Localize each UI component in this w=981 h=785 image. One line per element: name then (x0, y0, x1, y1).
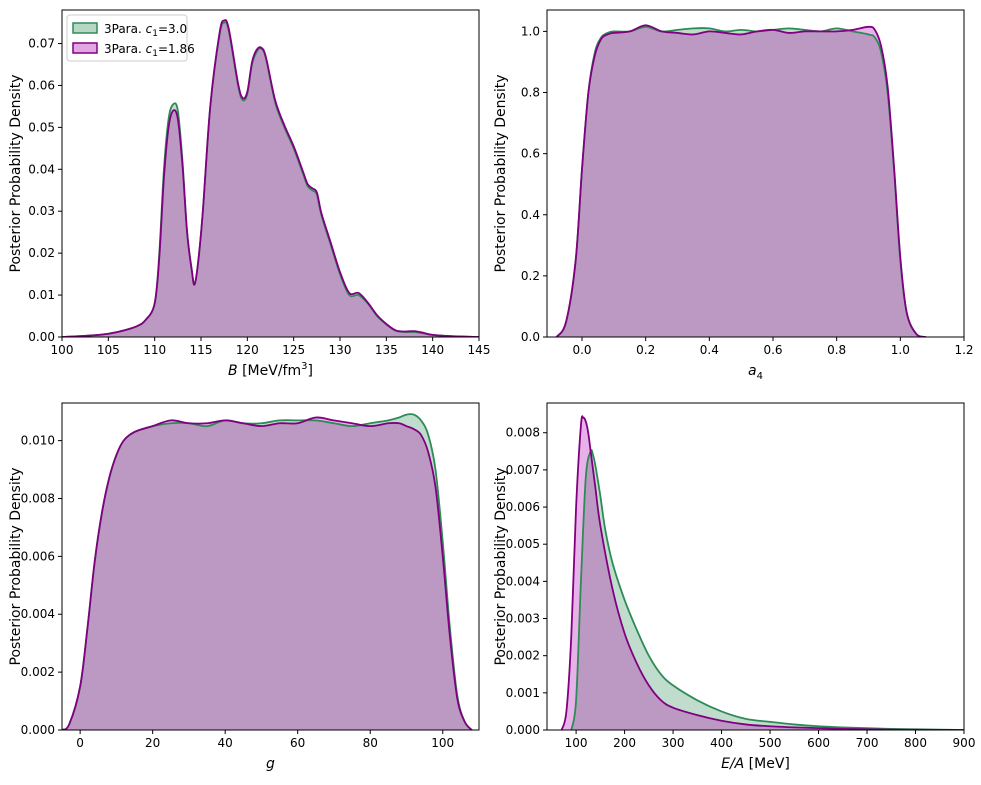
x-tick-label: 115 (190, 343, 213, 357)
x-tick-label: 130 (329, 343, 352, 357)
y-axis-label: Posterior Probability Density (493, 467, 509, 665)
density-area-green (62, 22, 479, 337)
y-tick-label: 0.01 (28, 288, 55, 302)
legend-label-green: 3Para. c1=3.0 (104, 22, 187, 39)
y-tick-label: 0.03 (28, 204, 55, 218)
x-tick-label: 135 (375, 343, 398, 357)
x-tick-label: 40 (218, 736, 233, 750)
y-tick-label: 0.07 (28, 37, 55, 51)
density-line-purple (555, 24, 927, 337)
y-tick-label: 0.4 (521, 208, 540, 222)
y-tick-label: 0.04 (28, 162, 55, 176)
y-tick-label: 1.0 (521, 24, 540, 38)
x-tick-label: 0.4 (700, 343, 719, 357)
y-tick-label: 0.000 (506, 723, 540, 737)
y-tick-label: 0.008 (506, 426, 540, 440)
y-tick-label: 0.004 (21, 607, 55, 621)
density-area-purple (62, 417, 472, 730)
y-tick-label: 0.002 (21, 665, 55, 679)
y-tick-label: 0.05 (28, 120, 55, 134)
y-tick-label: 0.001 (506, 686, 540, 700)
x-axis-label: B [MeV/fm3] (228, 361, 313, 379)
axes-frame (61, 9, 480, 338)
y-tick-label: 0.006 (506, 500, 540, 514)
density-area-purple (62, 20, 479, 337)
density-line-purple (62, 19, 479, 337)
y-tick-label: 0.004 (506, 574, 540, 588)
density-line-purple (560, 415, 964, 730)
x-tick-label: 0 (76, 736, 84, 750)
axes-frame (546, 402, 965, 731)
x-tick-label: 80 (363, 736, 378, 750)
density-area-purple (561, 416, 964, 730)
y-tick-label: 0.02 (28, 246, 55, 260)
x-tick-label: 1.2 (954, 343, 973, 357)
x-axis-label: E/A [MeV] (721, 756, 790, 772)
x-tick-label: 0.0 (572, 343, 591, 357)
x-axis-label: a4 (748, 363, 763, 382)
y-tick-label: 0.000 (21, 723, 55, 737)
y-tick-label: 0.2 (521, 269, 540, 283)
axes-frame (61, 402, 480, 731)
x-tick-label: 0.6 (763, 343, 782, 357)
y-tick-label: 0.008 (21, 491, 55, 505)
y-tick-label: 0.00 (28, 330, 55, 344)
y-tick-label: 0.8 (521, 86, 540, 100)
density-area-green (62, 414, 472, 730)
y-tick-label: 0.005 (506, 537, 540, 551)
y-tick-label: 0.003 (506, 612, 540, 626)
x-tick-label: 105 (97, 343, 120, 357)
x-tick-label: 300 (662, 736, 685, 750)
x-tick-label: 145 (468, 343, 491, 357)
legend-label-purple: 3Para. c1=1.86 (104, 42, 195, 59)
y-tick-label: 0.06 (28, 78, 55, 92)
x-tick-label: 200 (613, 736, 636, 750)
x-tick-label: 700 (856, 736, 879, 750)
density-line-purple (62, 416, 473, 730)
subplot-2: 0.0 0.2 0.4 0.6 0.8 1.0 1.2 0.0 0.2 0.4 0.6 0.8 1.0 P… (493, 9, 974, 382)
subplot-3: 0 20 40 60 80 100 0.000 0.002 0.004 0.006 0.008 0.0… (8, 402, 480, 772)
x-tick-label: 400 (710, 736, 733, 750)
x-tick-label: 100 (51, 343, 74, 357)
x-tick-label: 100 (565, 736, 588, 750)
y-tick-label: 0.6 (521, 147, 540, 161)
density-area-green (571, 449, 964, 730)
axes-frame (546, 9, 965, 338)
y-axis-label: Posterior Probability Density (493, 74, 509, 272)
x-tick-label: 900 (953, 736, 976, 750)
x-tick-label: 60 (290, 736, 305, 750)
y-tick-label: 0.007 (506, 463, 540, 477)
legend-swatch-purple (72, 42, 98, 54)
x-tick-label: 600 (807, 736, 830, 750)
density-area-purple (556, 25, 926, 337)
y-tick-label: 0.006 (21, 549, 55, 563)
x-tick-label: 120 (236, 343, 259, 357)
legend-swatch-green (72, 22, 98, 34)
x-tick-label: 0.2 (636, 343, 655, 357)
y-axis-label: Posterior Probability Density (8, 467, 24, 665)
y-axis-label: Posterior Probability Density (8, 74, 24, 272)
x-tick-label: 140 (421, 343, 444, 357)
x-axis-label: g (266, 756, 275, 772)
legend: 3Para. c1=3.0 3Para. c1=1.86 (66, 14, 195, 62)
y-tick-label: 0.002 (506, 649, 540, 663)
density-area-green (556, 26, 926, 337)
x-tick-label: 100 (431, 736, 454, 750)
x-tick-label: 0.8 (827, 343, 846, 357)
x-tick-label: 500 (759, 736, 782, 750)
subplot-1: 100 105 110 115 120 125 130 135 140 145 0.00 0.01 0.… (8, 9, 491, 379)
x-tick-label: 800 (904, 736, 927, 750)
x-tick-label: 1.0 (891, 343, 910, 357)
x-tick-label: 125 (282, 343, 305, 357)
y-tick-label: 0.0 (521, 330, 540, 344)
subplot-4: 100 200 300 400 500 600 700 800 900 0.000 0.001 0.0… (493, 402, 976, 772)
y-tick-label: 0.010 (21, 434, 55, 448)
x-tick-label: 110 (143, 343, 166, 357)
x-tick-label: 20 (145, 736, 160, 750)
